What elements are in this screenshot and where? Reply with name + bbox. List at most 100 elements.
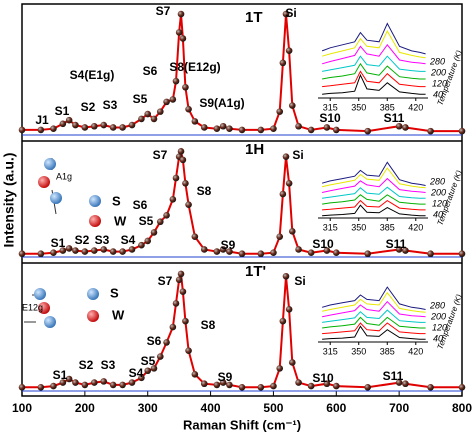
- data-point: [276, 365, 284, 372]
- peak-label: S6: [143, 64, 158, 78]
- data-point: [213, 248, 221, 255]
- atom-s: [89, 195, 101, 207]
- fit-line: [22, 147, 462, 255]
- data-point: [150, 229, 158, 236]
- data-point: [182, 180, 189, 187]
- data-point: [288, 228, 296, 235]
- peak-label: S3: [95, 233, 110, 247]
- data-point: [163, 98, 170, 106]
- mode-label: A1g: [56, 171, 72, 181]
- data-point: [179, 156, 187, 164]
- peak-label: S8: [201, 318, 216, 332]
- data-point: [128, 379, 136, 386]
- molecule-e2g: [24, 288, 56, 328]
- data-point: [144, 367, 152, 375]
- data-point: [177, 148, 185, 155]
- data-point: [144, 237, 152, 245]
- data-point: [169, 196, 177, 203]
- legend-label: S: [112, 193, 121, 208]
- data-point: [100, 246, 108, 253]
- fit-line: [22, 13, 462, 133]
- x-tick-label: 100: [12, 401, 32, 415]
- data-point: [270, 125, 277, 132]
- data-point: [213, 125, 221, 132]
- data-point: [100, 378, 108, 385]
- panel-label: 1T': [245, 263, 266, 280]
- peak-label: S3: [101, 358, 116, 372]
- peak-label: Si: [294, 274, 305, 288]
- data-point: [279, 59, 287, 67]
- x-tick-label: 300: [138, 401, 158, 415]
- data-point: [288, 359, 296, 366]
- peak-label: S11: [383, 369, 404, 383]
- data-point: [138, 241, 145, 249]
- data-point: [238, 250, 246, 258]
- peak-label: S6: [133, 198, 148, 212]
- inset-line: [321, 300, 426, 318]
- data-point: [182, 83, 189, 91]
- data-point: [307, 382, 315, 390]
- peak-label: S7: [156, 4, 171, 18]
- data-point: [332, 249, 340, 256]
- data-point: [156, 353, 164, 360]
- inset-x-tick-label: 420: [408, 102, 423, 112]
- peak-label: S1: [51, 236, 66, 250]
- legend-label: W: [114, 213, 127, 228]
- peak-label: S7: [158, 274, 173, 288]
- data-point: [109, 124, 117, 131]
- peak-label: S6: [147, 334, 162, 348]
- data-point: [156, 218, 164, 226]
- data-point: [150, 115, 158, 123]
- peak-label: S10: [312, 371, 334, 385]
- fit-line: [22, 273, 462, 389]
- data-point: [307, 249, 315, 256]
- peak-label: S8: [197, 184, 212, 198]
- data-point: [200, 124, 208, 131]
- data-point: [50, 382, 57, 390]
- data-point: [276, 108, 284, 115]
- x-tick-label: 600: [326, 401, 346, 415]
- inset-x-tick-label: 385: [380, 346, 395, 356]
- data-point: [395, 379, 403, 386]
- data-point: [128, 121, 136, 129]
- inset-line: [322, 194, 426, 205]
- panel-label: 1T: [245, 9, 263, 26]
- peak-label: S5: [139, 214, 154, 228]
- data-point: [332, 382, 340, 390]
- data-point: [119, 381, 126, 389]
- data-point: [175, 29, 183, 36]
- data-point: [37, 250, 45, 258]
- temperature-label: 40: [433, 89, 443, 99]
- data-point: [59, 379, 67, 386]
- data-point: [182, 317, 189, 325]
- data-point: [72, 121, 79, 129]
- data-point: [65, 245, 73, 252]
- data-point: [169, 323, 177, 331]
- data-point: [163, 212, 170, 219]
- temperature-label: 280: [429, 176, 445, 186]
- data-point: [18, 383, 26, 391]
- data-point: [226, 125, 233, 132]
- temperature-label: 40: [433, 209, 443, 219]
- peak-label: S7: [153, 148, 168, 162]
- data-point: [59, 247, 67, 254]
- peak-label: S3: [103, 98, 118, 112]
- data-point: [282, 10, 290, 18]
- inset-x-tick-label: 385: [380, 102, 395, 112]
- x-tick-label: 400: [201, 401, 221, 415]
- data-point: [90, 247, 98, 254]
- data-point: [458, 250, 466, 258]
- x-tick-label: 800: [452, 401, 472, 415]
- x-tick-label: 700: [389, 401, 409, 415]
- data-point: [175, 276, 183, 284]
- data-point: [323, 380, 331, 388]
- data-point: [109, 381, 117, 389]
- y-axis-label: Intensity (a.u.): [1, 153, 17, 248]
- inset-line: [321, 177, 426, 193]
- x-tick-label: 500: [263, 401, 283, 415]
- data-point: [276, 233, 284, 240]
- peak-label: S10: [312, 237, 334, 251]
- data-point: [257, 383, 265, 391]
- data-point: [364, 250, 372, 258]
